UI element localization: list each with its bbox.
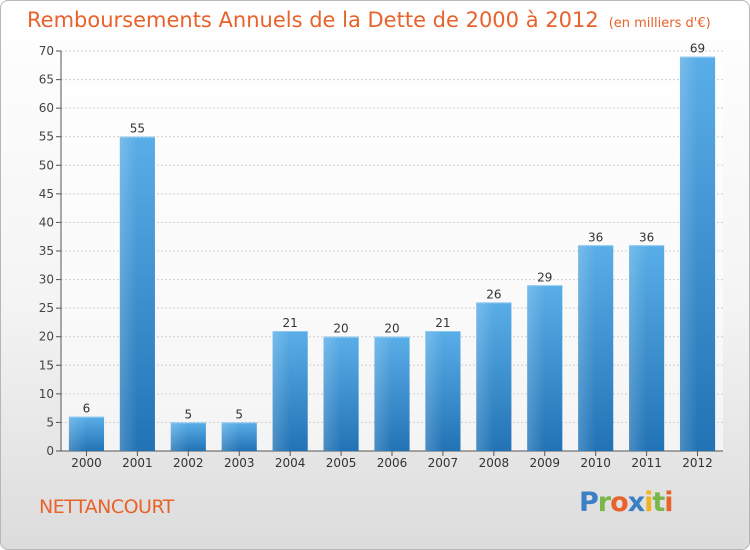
logo-letter: P	[579, 487, 599, 518]
data-label: 21	[283, 316, 298, 330]
data-label: 21	[435, 316, 450, 330]
bar-highlight	[629, 245, 647, 451]
chart-title: Remboursements Annuels de la Dette de 20…	[27, 8, 711, 32]
y-tick-label: 45	[39, 187, 54, 201]
y-tick-label: 55	[39, 130, 54, 144]
chart-subtitle: (en milliers d'€)	[608, 16, 711, 31]
x-tick-label: 2012	[682, 456, 713, 470]
x-tick-label: 2001	[122, 456, 153, 470]
y-tick-label: 60	[39, 101, 54, 115]
y-tick-label: 5	[46, 415, 54, 429]
x-tick-label: 2009	[529, 456, 560, 470]
data-label: 5	[184, 407, 192, 421]
bar-highlight	[374, 336, 392, 451]
x-tick-label: 2005	[326, 456, 357, 470]
data-label: 69	[690, 42, 705, 56]
bar-highlight	[527, 285, 545, 451]
bar-highlight	[119, 136, 138, 451]
x-tick-label: 2010	[580, 456, 611, 470]
y-tick-label: 10	[39, 387, 54, 401]
data-label: 6	[83, 402, 91, 416]
x-tick-label: 2011	[631, 456, 662, 470]
data-label: 29	[537, 270, 552, 284]
bar-highlight	[679, 56, 698, 451]
y-tick-label: 30	[39, 273, 54, 287]
x-tick-label: 2007	[428, 456, 459, 470]
y-tick-label: 65	[39, 73, 54, 87]
logo-letter: i	[664, 487, 673, 518]
y-tick-label: 20	[39, 330, 54, 344]
logo-letter: o	[610, 487, 629, 518]
logo-letter: i	[644, 487, 653, 518]
y-tick-label: 50	[39, 158, 54, 172]
logo-letter: t	[652, 487, 665, 518]
y-tick-label: 25	[39, 301, 54, 315]
x-tick-label: 2002	[173, 456, 204, 470]
y-tick-label: 70	[39, 44, 54, 58]
data-label: 26	[486, 287, 501, 301]
y-tick-label: 15	[39, 358, 54, 372]
bar-highlight	[425, 331, 443, 451]
x-tick-label: 2006	[377, 456, 408, 470]
x-tick-label: 2008	[479, 456, 510, 470]
chart-title-text: Remboursements Annuels de la Dette de 20…	[27, 8, 599, 32]
data-label: 20	[384, 322, 399, 336]
data-label: 55	[130, 122, 145, 136]
bar-highlight	[170, 422, 189, 451]
bar-highlight	[323, 336, 342, 451]
bar-highlight	[68, 416, 87, 451]
data-label: 36	[639, 230, 654, 244]
x-tick-label: 2004	[275, 456, 306, 470]
logo-letter: r	[597, 487, 611, 518]
y-tick-label: 35	[39, 244, 54, 258]
proxiti-logo: Proxiti	[579, 487, 674, 518]
logo-letter: x	[627, 487, 645, 518]
y-tick-label: 40	[39, 215, 54, 229]
bar-highlight	[221, 422, 240, 451]
x-tick-label: 2000	[71, 456, 102, 470]
commune-name: NETTANCOURT	[39, 496, 174, 518]
bar-highlight	[578, 245, 596, 451]
data-label: 5	[235, 407, 243, 421]
bar-highlight	[272, 331, 291, 451]
data-label: 36	[588, 230, 603, 244]
x-tick-label: 2003	[224, 456, 255, 470]
data-label: 20	[333, 322, 348, 336]
bar-highlight	[476, 302, 494, 451]
y-tick-label: 0	[46, 444, 54, 458]
